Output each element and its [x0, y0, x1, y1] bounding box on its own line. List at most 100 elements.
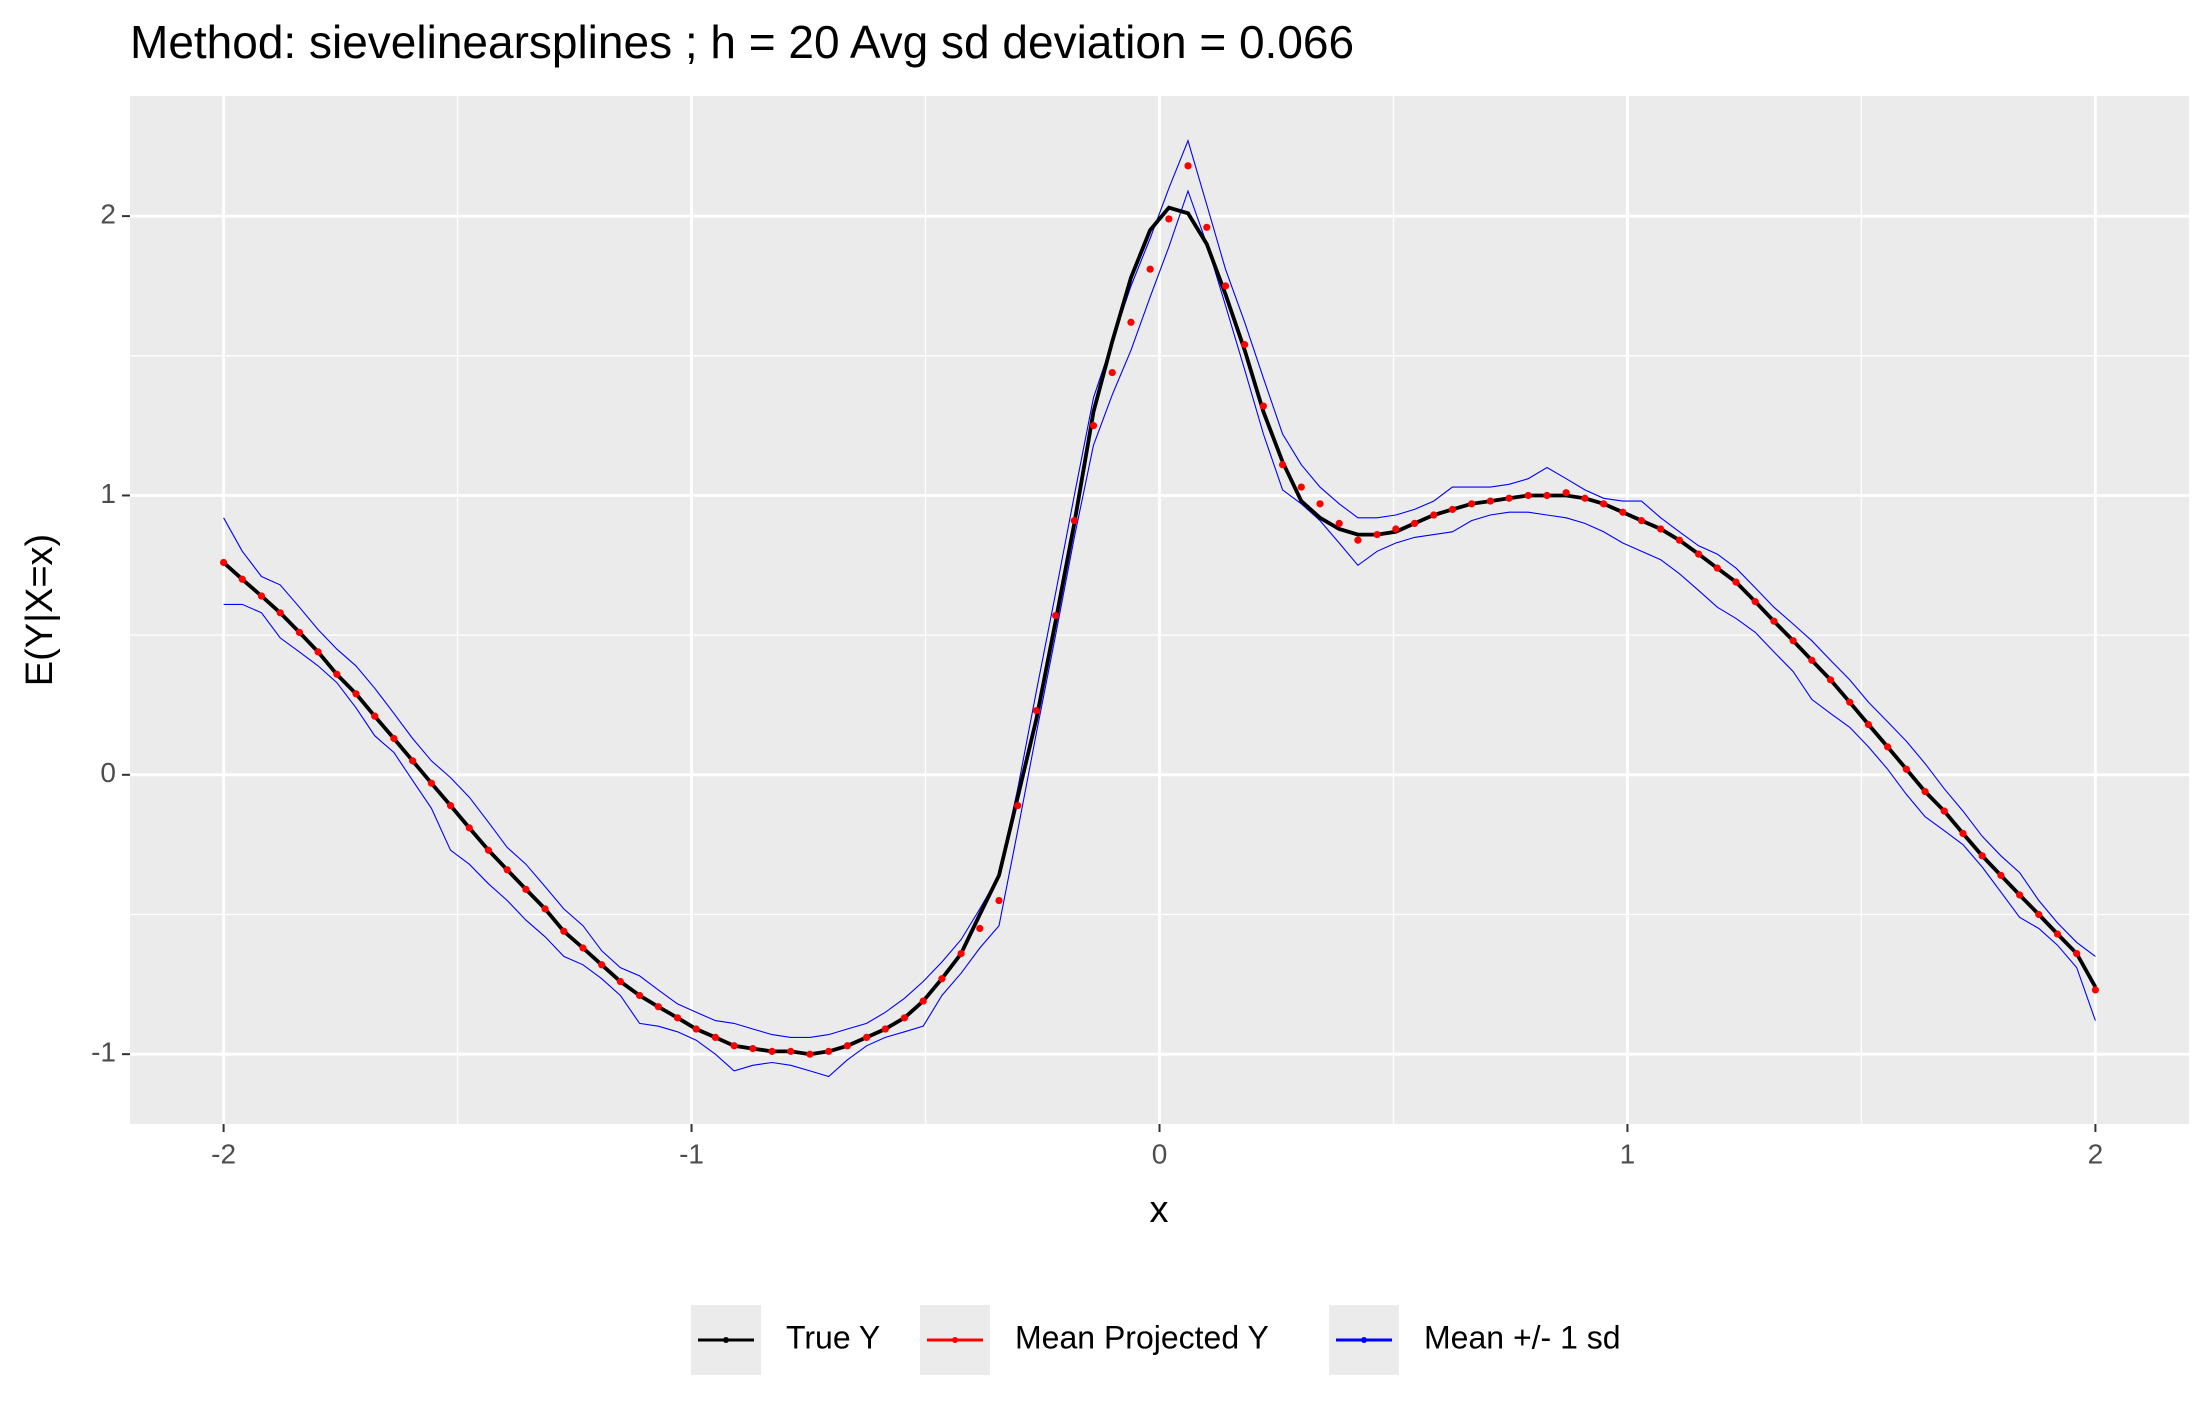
mean-point [522, 885, 530, 893]
y-tick-label: 1 [100, 478, 116, 509]
mean-point [881, 1025, 889, 1033]
mean-point [1278, 461, 1287, 469]
true-line [222, 205, 2098, 1057]
mean-point [1070, 517, 1078, 525]
x-tick-label: 0 [1152, 1138, 1168, 1169]
mean-point [1826, 676, 1835, 684]
mean-point [484, 846, 493, 854]
mean-point [730, 1042, 738, 1050]
mean-point [2016, 891, 2024, 899]
mean-point [2091, 986, 2100, 994]
mean-point [1657, 525, 1665, 533]
legend-label: Mean +/- 1 sd [1424, 1319, 1621, 1355]
mean-point [692, 1025, 700, 1033]
mean-point [1203, 223, 1211, 231]
mean-point [1448, 505, 1457, 514]
mean-point [1468, 500, 1476, 508]
mean-point [673, 1014, 682, 1022]
x-tick-label: -1 [679, 1138, 704, 1169]
mean-point [1392, 525, 1400, 533]
mean-point [976, 924, 984, 933]
mean-point [825, 1047, 833, 1055]
mean-point [2053, 930, 2062, 938]
mean-point [579, 944, 587, 952]
mean-point [654, 1003, 662, 1011]
x-tick-label: 2 [2088, 1138, 2104, 1169]
mean-point [257, 592, 266, 600]
mean-point [1052, 611, 1060, 620]
mean-point [749, 1044, 757, 1053]
mean-point [1259, 402, 1267, 410]
mean-point [409, 757, 417, 765]
mean-point [1864, 720, 1873, 729]
mean-point [333, 670, 341, 678]
mean-point [541, 905, 549, 913]
sd-lower-line [223, 189, 2096, 1078]
mean-point [503, 866, 511, 874]
mean-point [1127, 318, 1135, 326]
mean-point [938, 975, 946, 983]
mean-point [352, 690, 360, 698]
mean-point [1221, 282, 1230, 290]
mean-point [1902, 765, 1910, 773]
mean-point [1599, 500, 1608, 508]
mean-point [1675, 536, 1683, 544]
mean-point [1751, 598, 1759, 606]
mean-point [314, 648, 322, 656]
mean-point [1241, 341, 1249, 349]
mean-point [711, 1033, 720, 1042]
mean-point [1297, 483, 1305, 491]
mean-point [2035, 910, 2043, 919]
mean-point [1524, 491, 1532, 500]
x-tick-label: -2 [211, 1138, 236, 1169]
y-tick-label: 2 [100, 199, 116, 230]
legend-label: True Y [786, 1319, 880, 1355]
mean-point [2073, 949, 2081, 958]
mean-point [1032, 706, 1041, 715]
mean-point [1335, 519, 1343, 528]
mean-point [1959, 829, 1967, 838]
mean-point [1486, 497, 1494, 505]
mean-point [446, 801, 455, 810]
y-tick-label: -1 [91, 1037, 116, 1068]
mean-point [1543, 491, 1551, 500]
mean-point [1884, 743, 1892, 751]
chart-title: Method: sievelinearsplines ; h = 20 Avg … [130, 16, 1354, 68]
y-tick-label: 0 [100, 757, 116, 788]
mean-point [1373, 530, 1381, 539]
mean-point [598, 961, 606, 969]
mean-point [238, 575, 246, 583]
mean-point [560, 927, 568, 935]
mean-point [1014, 801, 1022, 810]
mean-point [957, 949, 965, 958]
mean-point [919, 997, 927, 1005]
mean-point [616, 977, 625, 986]
mean-point [1713, 564, 1721, 572]
mean-point [465, 824, 473, 832]
mean-point [276, 609, 284, 617]
mean-point [1808, 656, 1816, 664]
legend-dot [723, 1337, 729, 1343]
mean-point [1146, 265, 1154, 273]
mean-point [1789, 637, 1797, 645]
mean-point [295, 628, 303, 636]
mean-point [636, 991, 644, 1000]
mean-point [1940, 807, 1948, 815]
mean-point [862, 1033, 871, 1042]
x-tick-label: 1 [1620, 1138, 1636, 1169]
y-axis-title: E(Y|X=x) [19, 534, 61, 686]
mean-point [1770, 617, 1778, 625]
mean-point [1505, 494, 1513, 502]
legend-label: Mean Projected Y [1015, 1319, 1269, 1355]
mean-point [1316, 500, 1324, 508]
mean-point [1978, 852, 1986, 860]
x-axis-title: x [1150, 1189, 1169, 1231]
legend-dot [952, 1337, 958, 1343]
mean-point [1997, 871, 2005, 879]
mean-point [1354, 536, 1362, 544]
mean-point [1921, 787, 1929, 796]
mean-point [1694, 550, 1703, 558]
mean-point [219, 558, 228, 567]
mean-point [1108, 368, 1116, 377]
mean-point [787, 1047, 795, 1055]
